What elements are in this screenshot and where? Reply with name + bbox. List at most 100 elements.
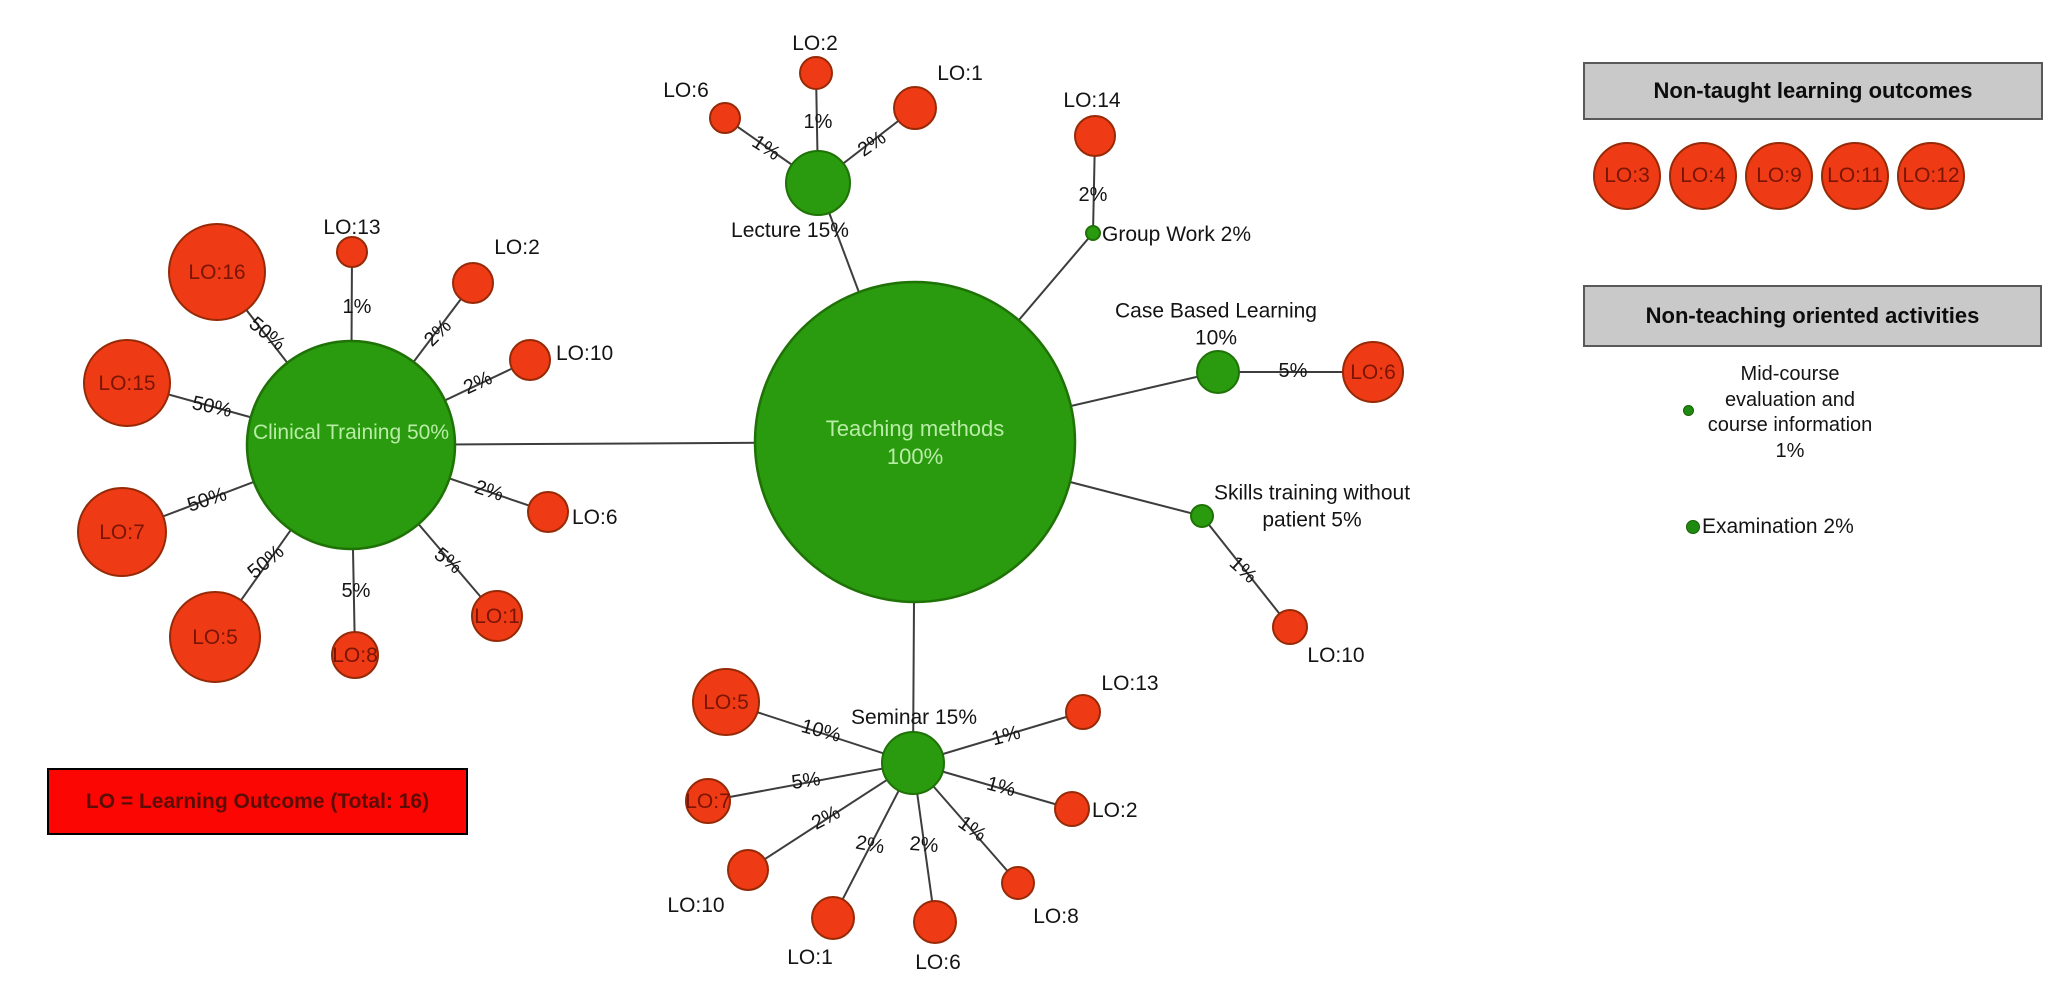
- node-clinical: [245, 339, 457, 551]
- non-taught-outcomes-title: Non-taught learning outcomes: [1653, 78, 1973, 103]
- node-label-lo8_c: LO:8: [332, 644, 378, 667]
- node-lo2_l: [799, 56, 833, 90]
- non-taught-outcome-label: LO:9: [1756, 164, 1802, 187]
- node-lo10_c: [509, 339, 551, 381]
- node-lo14: [1074, 115, 1116, 157]
- node-lo1_c: [471, 590, 523, 642]
- non-taught-outcome-circle: LO:9: [1745, 142, 1813, 210]
- node-lo7_s: [685, 778, 731, 824]
- node-label-lo2_c: LO:2: [494, 236, 540, 259]
- node-label-lo1_c: LO:1: [474, 605, 520, 628]
- non-taught-outcomes-header: Non-taught learning outcomes: [1583, 62, 2043, 120]
- edge-label-seminar-lo7_s: 5%: [790, 768, 822, 794]
- non-taught-outcome-label: LO:3: [1604, 164, 1650, 187]
- node-label-clinical: Clinical Training 50%: [253, 421, 449, 444]
- node-label-groupwork: Group Work 2%: [1102, 223, 1251, 246]
- node-lo13_c: [336, 236, 368, 268]
- non-taught-outcome-label: LO:4: [1680, 164, 1726, 187]
- node-label-lo2_l: LO:2: [792, 32, 838, 55]
- examination-dot-icon: [1686, 520, 1700, 534]
- node-label-lo13_s: LO:13: [1101, 672, 1158, 695]
- node-label-skills: Skills training without patient 5%: [1214, 481, 1410, 531]
- edge-label-lecture-lo6_l: 1%: [748, 131, 784, 165]
- node-label-lo7_c: LO:7: [99, 521, 145, 544]
- node-label-lo14: LO:14: [1063, 89, 1121, 112]
- edge-label-seminar-lo2_s: 1%: [984, 773, 1018, 802]
- edge-label-seminar-lo6_s: 2%: [909, 833, 940, 857]
- node-lo6_s: [913, 900, 957, 944]
- node-label-lo6_cb: LO:6: [1350, 361, 1396, 384]
- node-lo6_cb: [1342, 341, 1404, 403]
- edge-label-clinical-lo6_c: 2%: [472, 476, 506, 506]
- node-lo15_c: [83, 339, 171, 427]
- non-taught-outcome-circle: LO:4: [1669, 142, 1737, 210]
- non-taught-outcomes-row: LO:3 LO:4 LO:9 LO:11 LO:12: [1593, 142, 1965, 210]
- edge-label-clinical-lo15_c: 50%: [190, 392, 234, 422]
- node-teaching: [753, 280, 1077, 604]
- midcourse-dot-icon: [1683, 405, 1694, 416]
- node-lo13_s: [1065, 694, 1101, 730]
- edge-label-seminar-lo13_s: 1%: [989, 722, 1023, 751]
- legend-box: LO = Learning Outcome (Total: 16): [47, 768, 468, 835]
- edge-label-clinical-lo5_c: 50%: [244, 541, 289, 584]
- node-label-teaching: Teaching methods 100%: [826, 416, 1005, 469]
- node-lo10_s: [1272, 609, 1308, 645]
- edge-label-seminar-lo5_s: 10%: [799, 715, 844, 747]
- node-label-lo5_c: LO:5: [192, 626, 238, 649]
- node-label-lo5_s: LO:5: [703, 691, 749, 714]
- non-taught-outcome-circle: LO:11: [1821, 142, 1889, 210]
- edge-label-seminar-lo10_sem: 2%: [808, 801, 844, 834]
- non-taught-outcome-circle: LO:12: [1897, 142, 1965, 210]
- edge-label-clinical-lo13_c: 1%: [343, 296, 372, 318]
- edge-label-clinical-lo8_c: 5%: [342, 580, 371, 602]
- node-label-lo1_l: LO:1: [937, 62, 983, 85]
- edge-skills-lo10_s: [1201, 515, 1291, 628]
- edge-label-seminar-lo1_s: 2%: [854, 832, 887, 859]
- midcourse-evaluation-label: Mid-course evaluation and course informa…: [1707, 363, 1873, 462]
- non-taught-outcome-label: LO:12: [1902, 164, 1960, 187]
- legend-text: LO = Learning Outcome (Total: 16): [85, 789, 430, 813]
- node-label-lo15_c: LO:15: [98, 372, 155, 395]
- node-label-seminar: Seminar 15%: [851, 706, 977, 729]
- node-lo16_c: [168, 223, 266, 321]
- edge-label-clinical-lo10_c: 2%: [460, 367, 496, 399]
- node-lo1_s: [811, 896, 855, 940]
- node-label-lo16_c: LO:16: [188, 261, 245, 284]
- node-casebased: [1196, 350, 1240, 394]
- examination-label: Examination 2%: [1702, 515, 1854, 538]
- edge-label-lecture-lo2_l: 1%: [804, 111, 833, 133]
- node-label-lo10_c: LO:10: [556, 342, 613, 365]
- edge-label-casebased-lo6_cb: 5%: [1279, 360, 1308, 382]
- node-label-lo8_s: LO:8: [1033, 905, 1079, 928]
- edge-label-clinical-lo16_c: 50%: [245, 313, 290, 356]
- node-lo2_s: [1054, 791, 1090, 827]
- non-teaching-activities-header: Non-teaching oriented activities: [1583, 285, 2042, 347]
- edge-seminar-lo10_sem: [747, 762, 914, 871]
- non-taught-outcome-label: LO:11: [1827, 164, 1883, 187]
- node-lo5_s: [692, 668, 760, 736]
- node-lo6_l: [709, 102, 741, 134]
- node-label-lecture: Lecture 15%: [731, 219, 849, 242]
- node-lo2_c: [452, 262, 494, 304]
- node-lo5_c: [169, 591, 261, 683]
- node-skills: [1190, 504, 1214, 528]
- node-label-lo1_s: LO:1: [787, 946, 833, 969]
- node-label-lo13_c: LO:13: [323, 216, 380, 239]
- non-taught-outcome-circle: LO:3: [1593, 142, 1661, 210]
- node-lo6_c: [527, 491, 569, 533]
- non-teaching-activities-title: Non-teaching oriented activities: [1645, 303, 1980, 328]
- node-label-lo10_sem: LO:10: [667, 894, 724, 917]
- node-groupwork: [1085, 225, 1101, 241]
- edge-seminar-lo7_s: [707, 762, 914, 802]
- node-label-lo6_s: LO:6: [915, 951, 961, 974]
- node-lo8_c: [331, 631, 379, 679]
- node-label-casebased: Case Based Learning 10%: [1115, 299, 1317, 349]
- node-label-lo6_l: LO:6: [663, 79, 709, 102]
- node-lo7_c: [77, 487, 167, 577]
- node-label-lo10_s: LO:10: [1307, 644, 1364, 667]
- node-lecture: [785, 150, 851, 216]
- node-seminar: [881, 731, 945, 795]
- node-lo10_sem: [727, 849, 769, 891]
